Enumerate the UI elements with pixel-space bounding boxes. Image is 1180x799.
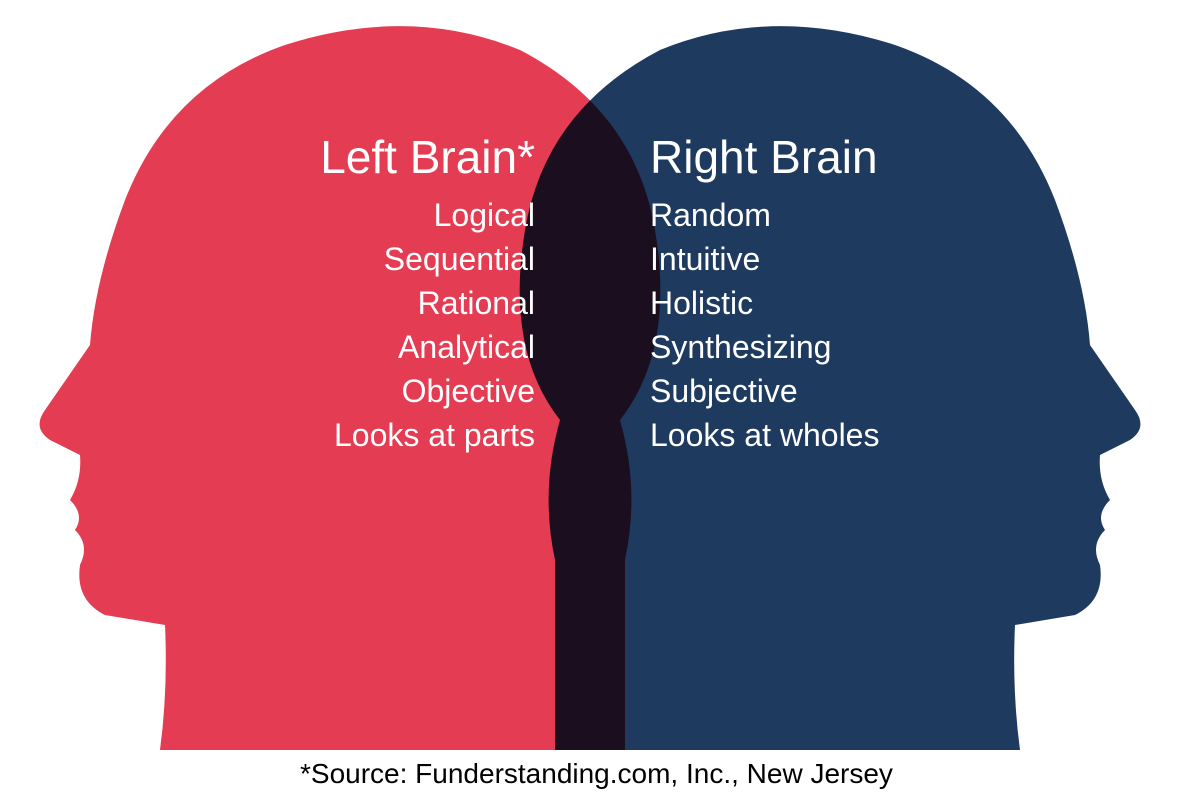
left-trait-3: Analytical	[320, 325, 535, 369]
right-trait-2: Holistic	[650, 281, 879, 325]
left-trait-4: Objective	[320, 369, 535, 413]
left-trait-2: Rational	[320, 281, 535, 325]
right-trait-0: Random	[650, 193, 879, 237]
left-trait-1: Sequential	[320, 237, 535, 281]
right-trait-3: Synthesizing	[650, 325, 879, 369]
infographic-canvas: Left Brain* Logical Sequential Rational …	[0, 0, 1180, 799]
right-brain-block: Right Brain Random Intuitive Holistic Sy…	[650, 132, 879, 458]
left-head-silhouette	[0, 0, 1180, 799]
source-note: *Source: Funderstanding.com, Inc., New J…	[300, 758, 893, 790]
left-brain-title: Left Brain*	[320, 132, 535, 183]
right-trait-4: Subjective	[650, 369, 879, 413]
left-brain-block: Left Brain* Logical Sequential Rational …	[320, 132, 535, 458]
right-brain-title: Right Brain	[650, 132, 879, 183]
right-trait-5: Looks at wholes	[650, 413, 879, 457]
left-trait-5: Looks at parts	[320, 413, 535, 457]
right-trait-1: Intuitive	[650, 237, 879, 281]
left-trait-0: Logical	[320, 193, 535, 237]
